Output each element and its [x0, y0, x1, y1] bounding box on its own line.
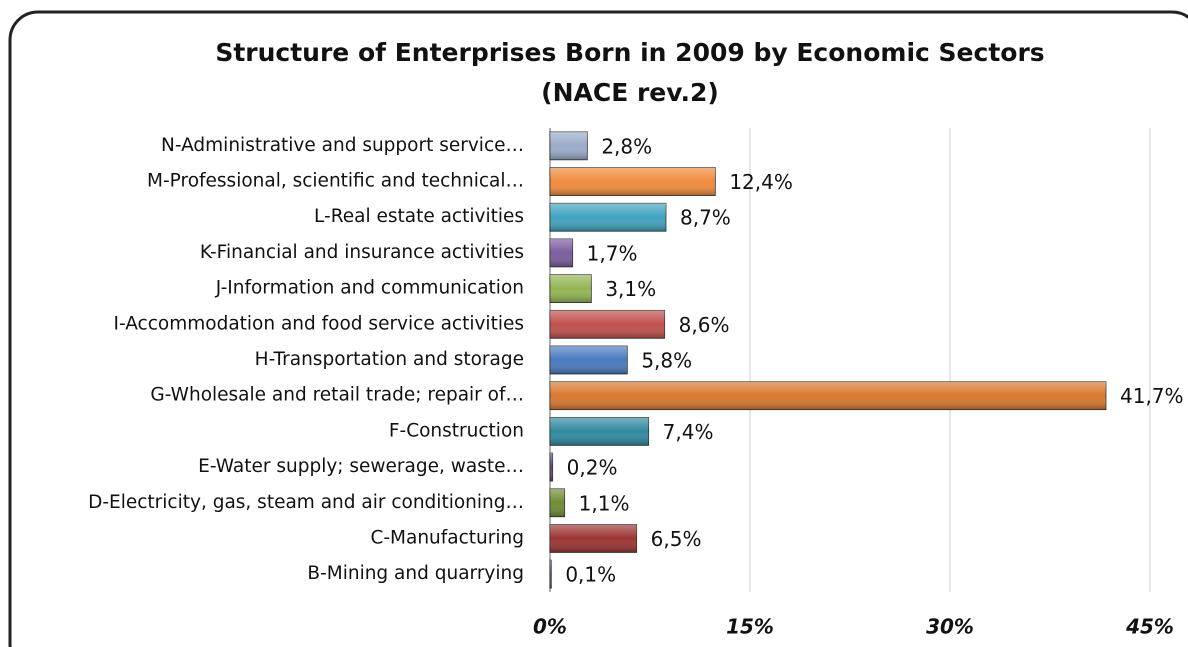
y-tick-label: G-Wholesale and retail trade; repair of… [150, 385, 524, 406]
value-label: 0,2% [567, 456, 618, 480]
y-tick-label: M-Professional, scientific and technical… [147, 171, 524, 192]
bar-shade [550, 488, 565, 517]
y-tick-label: D-Electricity, gas, steam and air condit… [88, 492, 524, 513]
y-tick-label: N-Administrative and support service… [161, 135, 524, 156]
chart-title: (NACE rev.2) [541, 78, 719, 107]
chart-title: Structure of Enterprises Born in 2009 by… [215, 38, 1044, 67]
value-label: 0,1% [565, 563, 616, 587]
y-tick-label: E-Water supply; sewerage, waste… [198, 456, 524, 477]
value-label: 1,7% [587, 241, 638, 265]
bar-shade [550, 560, 552, 589]
bar-shade [550, 524, 637, 553]
y-tick-label: H-Transportation and storage [255, 349, 524, 370]
y-tick-label: J-Information and communication [215, 278, 524, 299]
bar-shade [550, 131, 588, 160]
bar-shade [550, 238, 573, 267]
x-tick-label: 30% [926, 615, 974, 639]
value-label: 5,8% [641, 349, 692, 373]
y-tick-label: I-Accommodation and food service activit… [114, 313, 525, 334]
value-label: 1,1% [579, 491, 630, 515]
value-label: 8,6% [679, 313, 730, 337]
bar-shade [550, 310, 665, 339]
value-label: 3,1% [605, 277, 656, 301]
value-label: 7,4% [663, 420, 714, 444]
value-label: 2,8% [601, 134, 652, 158]
x-tick-label: 45% [1125, 615, 1174, 639]
bar-shade [550, 381, 1106, 410]
bar-shade [550, 346, 628, 374]
y-tick-label: C-Manufacturing [370, 527, 524, 548]
value-label: 41,7% [1120, 384, 1184, 408]
value-label: 8,7% [680, 206, 731, 230]
value-label: 12,4% [729, 170, 793, 194]
bar-shade [550, 167, 716, 196]
x-tick-label: 0% [533, 615, 567, 639]
value-label: 6,5% [651, 527, 702, 551]
y-tick-label: K-Financial and insurance activities [200, 242, 524, 263]
bar-shade [550, 274, 592, 303]
bar-shade [550, 453, 553, 482]
y-tick-label: L-Real estate activities [314, 206, 524, 227]
frame [8, 10, 1188, 647]
bar-shade [550, 417, 649, 446]
y-tick-label: B-Mining and quarrying [307, 563, 524, 584]
bar-shade [550, 203, 666, 232]
y-tick-label: F-Construction [389, 420, 524, 441]
x-tick-label: 15% [726, 615, 774, 639]
